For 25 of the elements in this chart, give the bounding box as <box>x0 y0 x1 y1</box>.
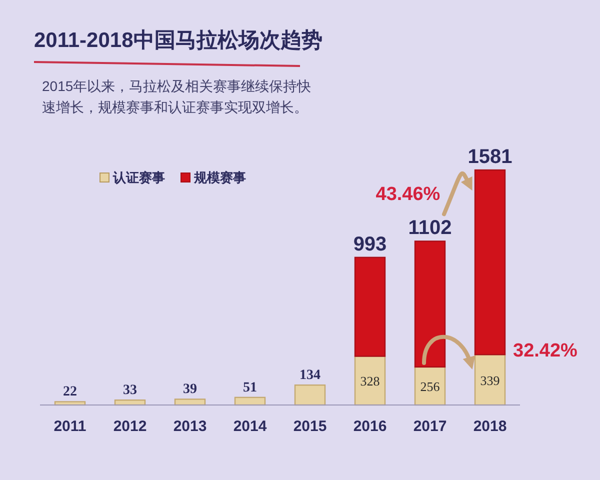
x-tick-label: 2014 <box>233 418 267 435</box>
data-label: 134 <box>300 368 320 384</box>
data-label: 51 <box>243 380 257 396</box>
x-tick-label: 2018 <box>473 418 507 435</box>
data-label: 339 <box>480 372 500 388</box>
data-label: 328 <box>360 374 380 389</box>
data-label: 256 <box>420 378 440 394</box>
annotation: 43.46% <box>376 184 440 206</box>
legend-label: 规模赛事 <box>194 170 246 185</box>
legend-label: 认证赛事 <box>113 170 165 185</box>
data-label: 39 <box>183 382 197 398</box>
x-tick-label: 2016 <box>353 418 387 435</box>
title: 2011-2018中国马拉松场次趋势 <box>34 28 322 54</box>
annotation: 32.42% <box>513 340 578 362</box>
data-label: 22 <box>63 384 77 400</box>
total-label: 993 <box>353 233 387 256</box>
data-label: 33 <box>123 383 137 398</box>
subtitle: 2015年以来，马拉松及相关赛事继续保持快速增长，规模赛事和认证赛事实现双增长。 <box>42 77 312 117</box>
x-tick-label: 2011 <box>54 418 86 435</box>
x-tick-label: 2012 <box>113 418 147 435</box>
x-tick-label: 2015 <box>293 418 327 435</box>
x-tick-label: 2017 <box>413 418 447 435</box>
x-tick-label: 2013 <box>173 418 207 435</box>
total-label: 1102 <box>408 217 452 240</box>
total-label: 1581 <box>468 146 512 168</box>
